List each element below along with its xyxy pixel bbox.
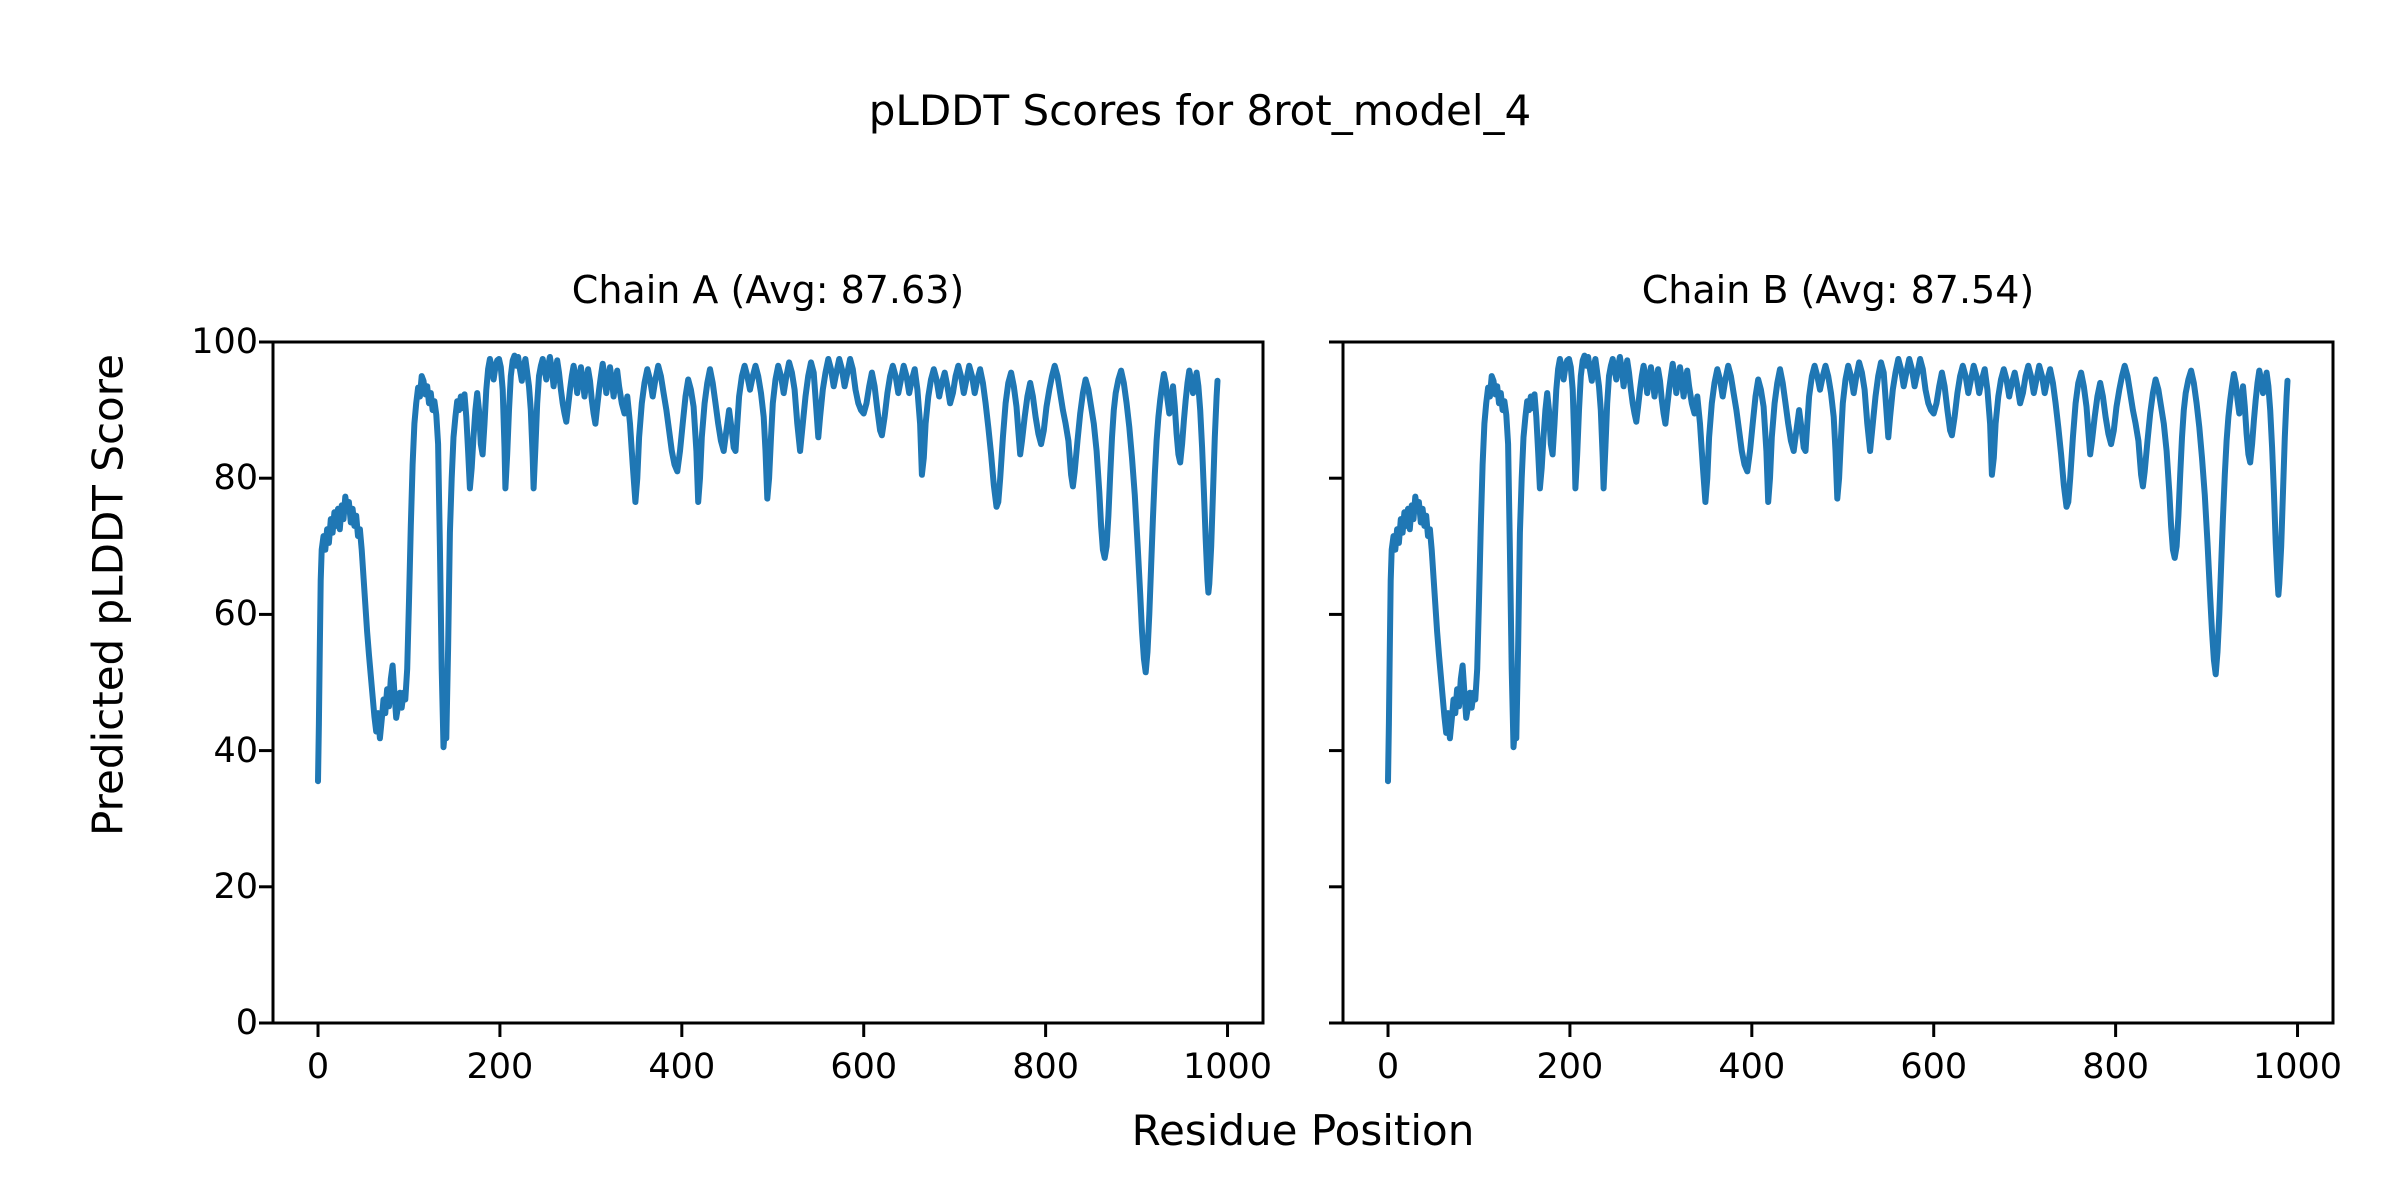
axes-spines bbox=[271, 340, 1265, 1025]
plddt-line-chain-a bbox=[315, 352, 1221, 785]
x-tick-label: 400 bbox=[1718, 1047, 1786, 1087]
x-tick-label: 400 bbox=[648, 1047, 716, 1087]
x-tick-label: 1000 bbox=[1182, 1047, 1273, 1087]
chain-b-subplot-title: Chain B (Avg: 87.54) bbox=[1641, 268, 2035, 312]
x-tick-label: 800 bbox=[1012, 1047, 1080, 1087]
x-tick-label: 0 bbox=[306, 1047, 330, 1087]
plddt-line-chain-b bbox=[1385, 352, 2291, 785]
x-tick-label: 200 bbox=[466, 1047, 534, 1087]
x-tick-label: 800 bbox=[2082, 1047, 2150, 1087]
y-tick-label: 0 bbox=[235, 1003, 258, 1043]
y-tick-label: 80 bbox=[213, 458, 258, 499]
axes-spines bbox=[1341, 340, 2335, 1025]
x-axis-label: Residue Position bbox=[1131, 1106, 1475, 1155]
x-tick-label: 1000 bbox=[2252, 1047, 2343, 1087]
y-tick-label: 60 bbox=[213, 594, 258, 635]
y-tick-label: 100 bbox=[191, 322, 258, 362]
x-tick-label: 600 bbox=[830, 1047, 898, 1087]
y-tick-label: 20 bbox=[213, 866, 258, 907]
figure-title: pLDDT Scores for 8rot_model_4 bbox=[868, 86, 1532, 135]
chain-a-subplot-title: Chain A (Avg: 87.63) bbox=[571, 268, 965, 312]
y-tick-label: 40 bbox=[213, 730, 258, 771]
x-tick-label: 200 bbox=[1536, 1047, 1604, 1087]
x-tick-label: 0 bbox=[1376, 1047, 1400, 1087]
x-tick-label: 600 bbox=[1900, 1047, 1968, 1087]
